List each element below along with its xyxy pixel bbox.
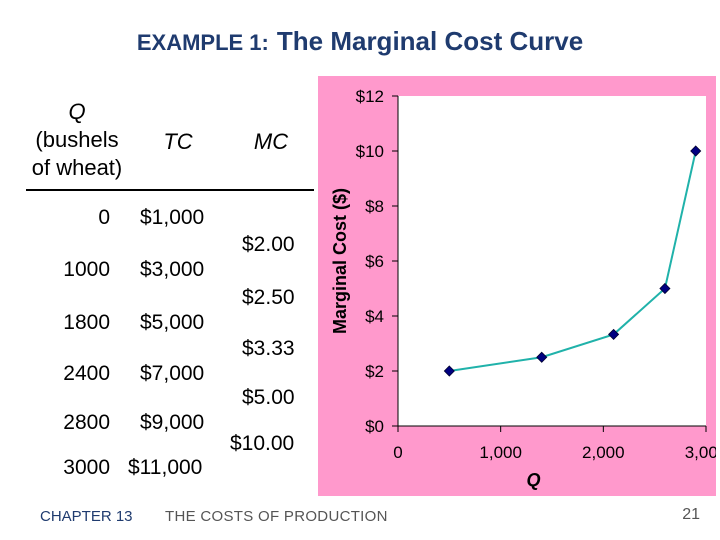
- mc-chart: $0 $2 $4 $6 $8 $10 $12 0 1,000 2,000 3,000 Marginal…: [318, 76, 716, 496]
- plot-area: [398, 96, 706, 426]
- row-tc-2: $5,000: [140, 311, 205, 334]
- row-tc-5: $11,000: [128, 456, 203, 479]
- row-q-4: 2800: [63, 411, 110, 434]
- y-tick-label: $12: [356, 87, 384, 106]
- header-q: Q (bushels of wheat): [14, 98, 140, 182]
- mc-data-point: [536, 351, 548, 363]
- row-mc-4: $10.00: [230, 432, 295, 455]
- y-axis-label: Marginal Cost ($): [330, 188, 350, 334]
- x-tick-label: 3,000: [685, 443, 716, 462]
- row-q-1: 1000: [63, 258, 110, 281]
- mc-data-point: [659, 282, 671, 295]
- x-tick-label: 1,000: [479, 443, 522, 462]
- row-q-5: 3000: [63, 456, 110, 479]
- footer-chapter: CHAPTER 13: [40, 508, 133, 525]
- y-tick-label: $8: [365, 197, 384, 216]
- row-mc-1: $2.50: [242, 286, 295, 309]
- x-axis-label: Q: [527, 470, 541, 490]
- row-mc-3: $5.00: [242, 386, 295, 409]
- y-tick-label: $10: [356, 142, 384, 161]
- header-q-unit-line2: of wheat): [31, 155, 123, 180]
- header-rule: [26, 189, 314, 191]
- row-q-2: 1800: [63, 311, 110, 334]
- header-tc: TC: [163, 129, 193, 154]
- x-tick-label: 0: [393, 443, 402, 462]
- y-tick-label: $4: [365, 307, 384, 326]
- row-tc-1: $3,000: [140, 258, 205, 281]
- row-tc-0: $1,000: [140, 206, 205, 229]
- title-main: The Marginal Cost Curve: [276, 26, 584, 56]
- y-tick-label: $6: [365, 252, 384, 271]
- title-prefix: EXAMPLE 1:: [136, 30, 269, 55]
- header-q-symbol: Q: [68, 99, 86, 124]
- row-q-3: 2400: [63, 362, 110, 385]
- x-tick-label: 2,000: [582, 443, 625, 462]
- row-mc-0: $2.00: [242, 233, 295, 256]
- y-tick-label: $0: [365, 417, 384, 436]
- row-q-0: 0: [98, 206, 110, 229]
- row-tc-4: $9,000: [140, 411, 205, 434]
- row-tc-3: $7,000: [140, 362, 205, 385]
- footer-title: THE COSTS OF PRODUCTION: [165, 508, 388, 525]
- page-number: 21: [682, 506, 700, 523]
- mc-data-point: [690, 145, 702, 157]
- header-mc: MC: [253, 129, 289, 154]
- header-q-unit-line1: (bushels: [35, 127, 119, 152]
- mc-data-point: [443, 365, 455, 377]
- slide-title: EXAMPLE 1: The Marginal Cost Curve: [0, 26, 720, 57]
- row-mc-2: $3.33: [242, 337, 295, 360]
- y-tick-label: $2: [365, 362, 384, 381]
- mc-data-point: [608, 328, 620, 340]
